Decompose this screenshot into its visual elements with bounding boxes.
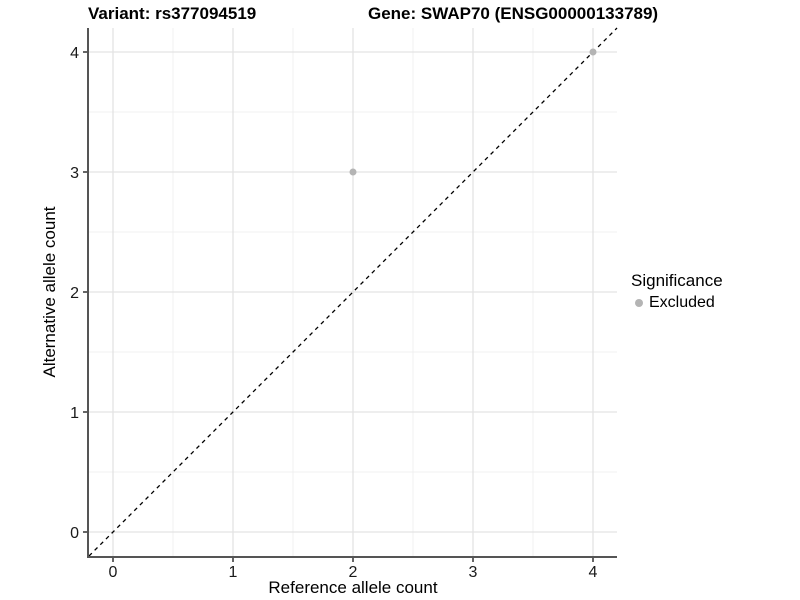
y-tick-label: 1 [70, 405, 79, 422]
x-axis-title: Reference allele count [268, 578, 438, 597]
y-tick-label: 3 [70, 165, 79, 182]
excluded-point-icon [635, 299, 643, 307]
y-tick-label: 4 [70, 45, 79, 62]
legend-item-excluded: Excluded [631, 294, 723, 312]
variant-title: Variant: rs377094519 [88, 4, 257, 23]
x-tick-label: 1 [229, 564, 238, 581]
y-axis-title: Alternative allele count [40, 206, 59, 378]
x-tick-label: 2 [349, 564, 358, 581]
x-tick-label: 3 [469, 564, 478, 581]
y-tick-label: 0 [70, 525, 79, 542]
legend-item-label: Excluded [649, 294, 715, 311]
data-point [589, 48, 597, 56]
x-tick-label: 4 [589, 564, 598, 581]
x-tick-label: 0 [109, 564, 118, 581]
legend-title: Significance [631, 271, 723, 290]
legend: Significance Excluded [631, 271, 723, 312]
y-tick-label: 2 [70, 285, 79, 302]
data-point [349, 168, 357, 176]
gene-title: Gene: SWAP70 (ENSG00000133789) [368, 4, 659, 23]
